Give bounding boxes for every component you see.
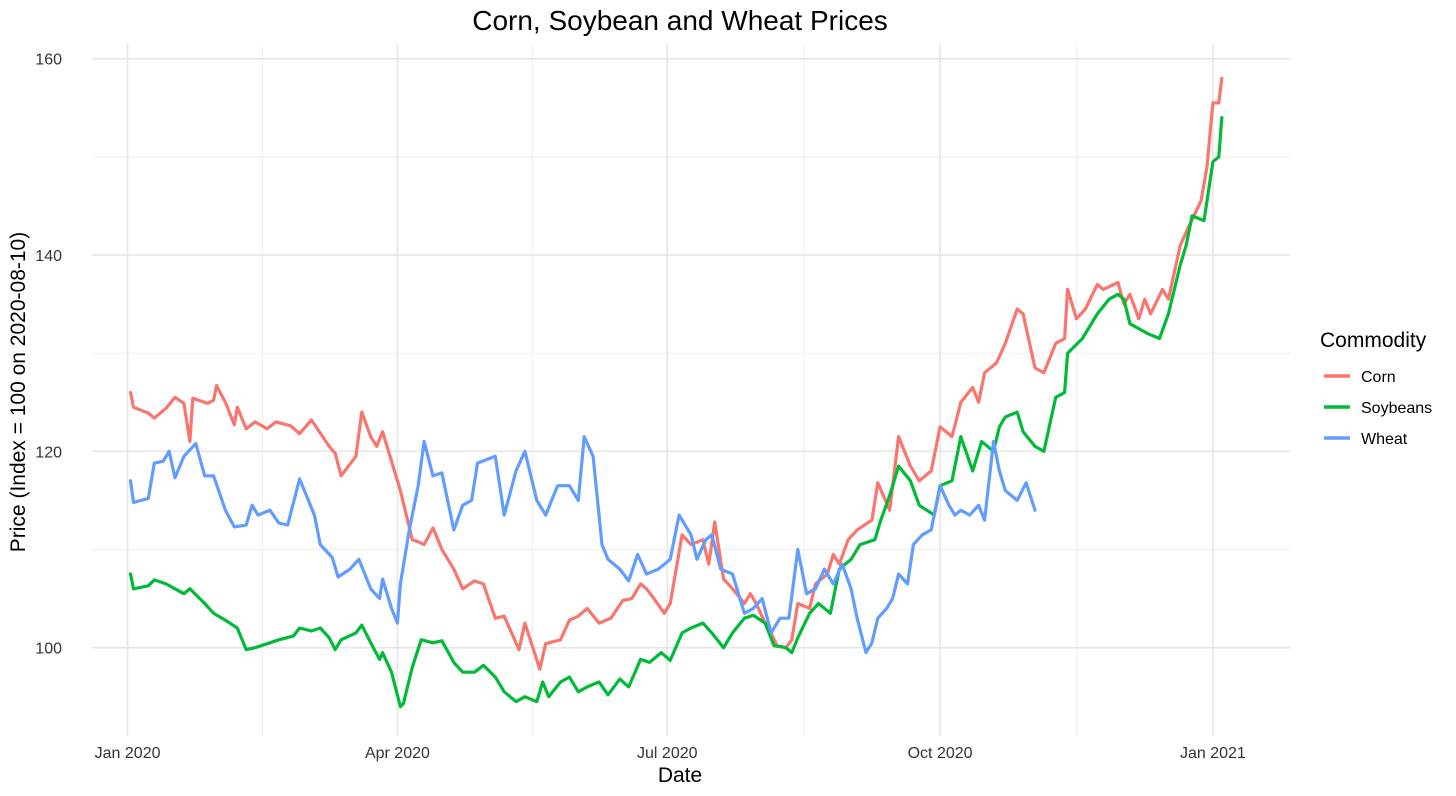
y-axis-title: Price (Index = 100 on 2020-08-10) [7,232,30,552]
y-tick-label: 140 [35,248,62,265]
legend-label-corn: Corn [1361,369,1396,386]
legend-title: Commodity [1320,329,1427,352]
legend-items: Corn Soybeans Wheat [1324,369,1432,448]
y-tick-label: 160 [35,52,62,69]
series-lines [128,76,1224,709]
x-tick-label: Jan 2020 [95,745,161,762]
legend: Commodity Corn Soybeans Wheat [1320,329,1432,448]
series-line-corn [128,76,1224,671]
x-tick-label: Jan 2021 [1180,745,1246,762]
y-tick-label: 100 [35,641,62,658]
chart-title: Corn, Soybean and Wheat Prices [472,5,888,36]
x-axis-ticks: Jan 2020 Apr 2020 Jul 2020 Oct 2020 Jan 2021 [95,745,1246,762]
series-line-soybeans [128,116,1224,709]
legend-label-wheat: Wheat [1361,431,1408,448]
legend-label-soybeans: Soybeans [1361,400,1432,417]
x-tick-label: Jul 2020 [637,745,698,762]
x-tick-label: Oct 2020 [908,745,973,762]
y-tick-label: 120 [35,444,62,461]
x-tick-label: Apr 2020 [365,745,430,762]
series-line-wheat [128,435,1037,655]
x-axis-title: Date [658,764,702,787]
y-axis-ticks: 100 120 140 160 [35,52,62,658]
gridlines [92,44,1290,736]
